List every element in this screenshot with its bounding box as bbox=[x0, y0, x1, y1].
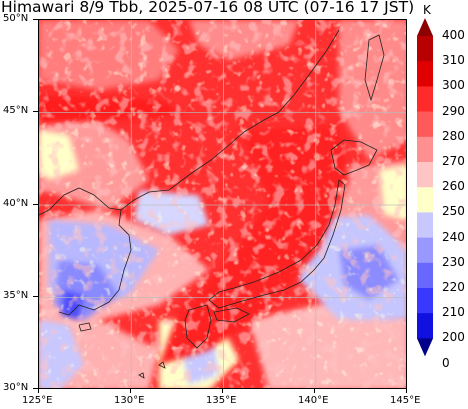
colorbar-label: 270 bbox=[442, 154, 465, 168]
colorbar-block bbox=[417, 111, 433, 138]
x-tick-label: 145°E bbox=[390, 395, 421, 406]
x-tick-mark bbox=[38, 388, 39, 393]
x-tick-label: 125°E bbox=[22, 395, 53, 406]
colorbar-label: 280 bbox=[442, 128, 465, 143]
colorbar-block bbox=[417, 237, 433, 264]
map-title: Himawari 8/9 Tbb, 2025-07-16 08 UTC (07-… bbox=[1, 0, 415, 16]
y-tick-mark bbox=[33, 388, 38, 389]
x-tick-label: 140°E bbox=[298, 395, 329, 406]
colorbar-label: 220 bbox=[442, 280, 465, 294]
x-tick-mark bbox=[314, 388, 315, 393]
colorbar-label: 200 bbox=[442, 330, 465, 345]
colorbar-block bbox=[417, 61, 433, 87]
y-tick-mark bbox=[33, 296, 38, 297]
map-canvas bbox=[39, 20, 406, 388]
x-tick-mark bbox=[222, 388, 223, 393]
texture-yellow bbox=[39, 20, 406, 388]
x-tick-label: 135°E bbox=[206, 395, 237, 406]
colorbar-block bbox=[417, 262, 433, 289]
x-tick-label: 130°E bbox=[114, 395, 145, 406]
y-tick-label: 50°N bbox=[3, 13, 29, 24]
colorbar-unit: K bbox=[423, 3, 431, 17]
colorbar-block bbox=[417, 187, 433, 213]
x-tick-mark bbox=[130, 388, 131, 393]
colorbar-extend-top bbox=[417, 18, 433, 36]
colorbar-blocks bbox=[417, 18, 433, 357]
y-tick-label: 35°N bbox=[3, 290, 29, 301]
colorbar-block bbox=[417, 86, 433, 112]
colorbar bbox=[417, 18, 433, 357]
colorbar-label: 250 bbox=[442, 204, 465, 219]
colorbar-label: 310 bbox=[442, 53, 465, 68]
y-tick-mark bbox=[33, 111, 38, 112]
x-tick-mark bbox=[406, 388, 407, 393]
colorbar-label: 0 bbox=[442, 355, 450, 370]
colorbar-label: 210 bbox=[442, 305, 465, 320]
colorbar-label: 290 bbox=[442, 103, 465, 118]
colorbar-block bbox=[417, 288, 433, 314]
satellite-map[interactable] bbox=[38, 19, 407, 389]
colorbar-block bbox=[417, 36, 433, 62]
colorbar-extend-bottom bbox=[417, 338, 433, 357]
grid-lines bbox=[39, 20, 406, 388]
colorbar-block bbox=[417, 313, 433, 339]
colorbar-label: 400 bbox=[442, 28, 465, 42]
colorbar-label: 230 bbox=[442, 254, 465, 269]
colorbar-label: 240 bbox=[442, 229, 465, 244]
coastlines bbox=[39, 29, 385, 379]
y-tick-label: 45°N bbox=[3, 105, 29, 116]
colorbar-block bbox=[417, 162, 433, 188]
colorbar-block bbox=[417, 212, 433, 238]
colorbar-label: 300 bbox=[442, 78, 465, 93]
y-tick-label: 40°N bbox=[3, 198, 29, 209]
y-tick-mark bbox=[33, 204, 38, 205]
colorbar-block bbox=[417, 136, 433, 163]
y-tick-label: 30°N bbox=[3, 382, 29, 393]
colorbar-label: 260 bbox=[442, 179, 465, 194]
y-tick-mark bbox=[33, 19, 38, 20]
